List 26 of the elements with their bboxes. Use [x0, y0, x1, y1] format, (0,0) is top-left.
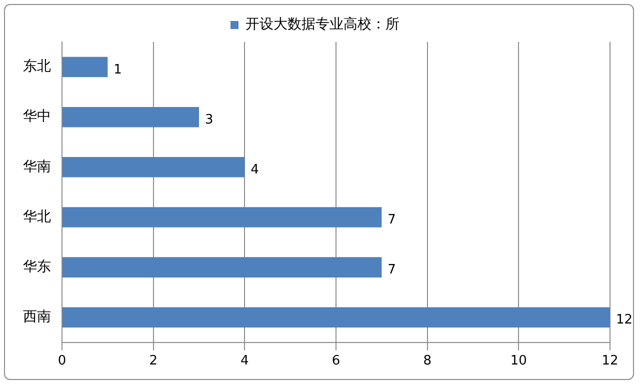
data-label: 12: [616, 312, 633, 328]
legend-label: 开设大数据专业高校：所: [246, 16, 400, 33]
x-tick-label: 10: [510, 354, 527, 369]
bar: [62, 307, 610, 328]
x-tick-label: 8: [423, 354, 432, 369]
y-tick-label: 华中: [23, 108, 51, 125]
x-tick-label: 12: [602, 354, 618, 369]
bar: [62, 207, 382, 228]
data-label: 1: [114, 62, 122, 78]
bar: [62, 56, 108, 78]
y-tick-label: 华南: [23, 158, 51, 175]
x-tick-label: 6: [332, 354, 340, 369]
y-tick-label: 华北: [23, 208, 51, 225]
y-tick-label: 东北: [23, 58, 51, 75]
data-label: 4: [250, 162, 259, 178]
x-tick-label: 2: [149, 354, 158, 369]
bar: [62, 106, 199, 128]
y-tick-label: 华东: [23, 258, 51, 275]
x-tick-label: 4: [240, 354, 249, 369]
bar: [62, 257, 382, 278]
data-label: 7: [388, 262, 396, 278]
y-tick-label: 西南: [23, 309, 51, 326]
data-label: 7: [388, 212, 396, 228]
bar: [62, 157, 245, 178]
data-label: 3: [205, 112, 214, 128]
x-tick-label: 0: [58, 354, 66, 369]
